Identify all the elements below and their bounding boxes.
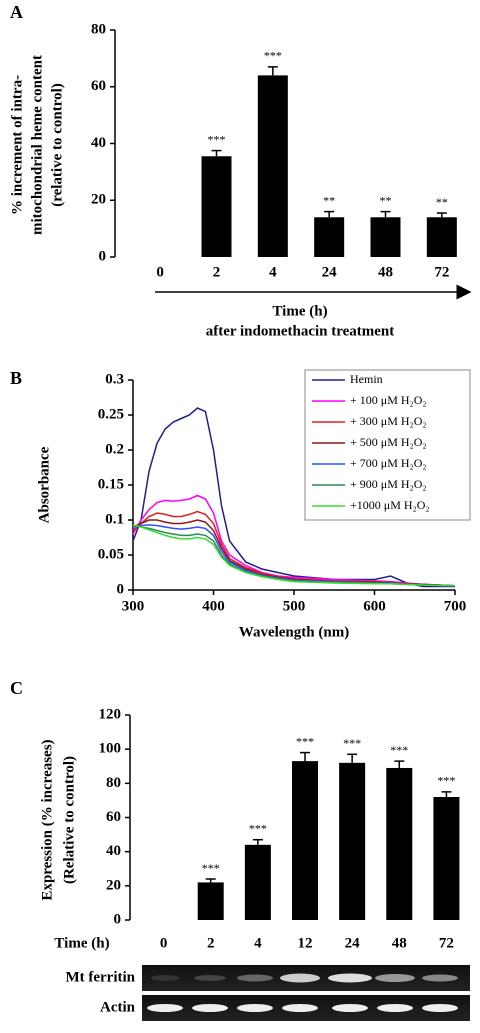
y-axis-label: (Relative to control) — [61, 756, 77, 884]
y-tick-label: 0.15 — [98, 476, 124, 492]
x-tick-label: 0 — [156, 264, 164, 280]
value-label: ** — [380, 193, 392, 207]
bar — [386, 767, 413, 920]
y-tick-label: 0 — [117, 581, 125, 597]
y-tick-label: 0.05 — [98, 546, 124, 562]
value-label: *** — [437, 774, 455, 788]
value-label: *** — [296, 734, 314, 748]
y-tick-label: 0.1 — [105, 511, 124, 527]
x-tick-label: 48 — [378, 264, 393, 280]
x-tick-label: 24 — [322, 264, 338, 280]
bar — [257, 75, 288, 258]
line-series — [132, 407, 455, 588]
x-tick-label: 300 — [122, 598, 145, 614]
value-label: ** — [323, 193, 335, 207]
x-tick-label: 4 — [269, 264, 277, 280]
y-axis-label: Absorbance — [36, 446, 52, 523]
value-label: *** — [249, 821, 267, 835]
y-tick-label: 40 — [91, 135, 106, 151]
x-axis-label: Time (h) — [54, 935, 109, 951]
legend-label: + 500 μM H₂O₂ — [350, 435, 427, 449]
legend-label: + 100 μM H₂O₂ — [350, 393, 427, 407]
bar — [201, 156, 232, 257]
bar — [244, 844, 271, 920]
y-tick-label: 0.2 — [105, 441, 124, 457]
x-tick-label: 400 — [202, 598, 225, 614]
panel-label: A — [10, 2, 23, 22]
panel-label: B — [10, 368, 22, 388]
x-tick-label: 72 — [439, 935, 454, 951]
legend-box — [304, 369, 471, 521]
bar — [314, 217, 345, 257]
value-label: ** — [436, 195, 448, 209]
x-axis-label: after indomethacin treatment — [206, 323, 395, 339]
y-axis-label: mitochondrial heme content — [29, 55, 45, 235]
y-axis-label: Expression (% increases) — [39, 739, 55, 900]
y-tick-label: 0 — [114, 911, 122, 927]
x-tick-label: 2 — [213, 264, 221, 280]
x-axis-label: Wavelength (nm) — [239, 624, 349, 640]
y-tick-label: 60 — [91, 78, 106, 94]
x-tick-label: 24 — [345, 935, 361, 951]
row-label: Actin — [100, 999, 136, 1015]
y-tick-label: 80 — [106, 775, 121, 791]
x-tick-label: 4 — [254, 935, 262, 951]
x-tick-label: 12 — [298, 935, 313, 951]
legend-label: + 900 μM H₂O₂ — [350, 477, 427, 491]
x-tick-label: 0 — [160, 935, 168, 951]
y-tick-label: 40 — [106, 843, 121, 859]
value-label: *** — [264, 49, 282, 63]
bar — [433, 797, 460, 920]
y-tick-label: 100 — [99, 741, 122, 757]
row-label: Mt ferritin — [65, 969, 135, 985]
legend-label: +1000 μM H₂O₂ — [350, 498, 430, 512]
y-tick-label: 120 — [99, 706, 122, 722]
line-series — [132, 524, 456, 587]
y-tick-label: 20 — [106, 877, 121, 893]
legend-label: + 700 μM H₂O₂ — [350, 456, 427, 470]
value-label: *** — [202, 861, 220, 875]
bar — [197, 882, 224, 920]
y-tick-label: 0 — [99, 248, 107, 264]
y-axis-label: (relative to control) — [49, 83, 65, 207]
y-tick-label: 0.3 — [105, 371, 124, 387]
panel-label: C — [10, 678, 23, 698]
x-tick-label: 700 — [444, 598, 467, 614]
x-axis-label: Time (h) — [272, 303, 327, 319]
x-tick-label: 72 — [434, 264, 449, 280]
value-label: *** — [208, 132, 226, 146]
x-tick-label: 2 — [207, 935, 215, 951]
y-tick-label: 80 — [91, 21, 106, 37]
gel-bands — [147, 973, 458, 1012]
bar — [426, 217, 457, 257]
legend-label: + 300 μM H₂O₂ — [350, 414, 427, 428]
legend-label: Hemin — [350, 372, 383, 386]
x-tick-label: 500 — [283, 598, 306, 614]
bar — [339, 762, 366, 920]
bar — [370, 217, 401, 257]
value-label: *** — [343, 736, 361, 750]
x-tick-label: 600 — [363, 598, 386, 614]
y-axis-label: % increment of intra- — [9, 75, 25, 215]
y-tick-label: 0.25 — [98, 406, 124, 422]
x-tick-label: 48 — [392, 935, 407, 951]
y-tick-label: 60 — [106, 809, 121, 825]
bar — [292, 761, 318, 920]
value-label: *** — [390, 743, 408, 757]
y-tick-label: 20 — [91, 192, 106, 208]
line-series — [132, 510, 456, 587]
